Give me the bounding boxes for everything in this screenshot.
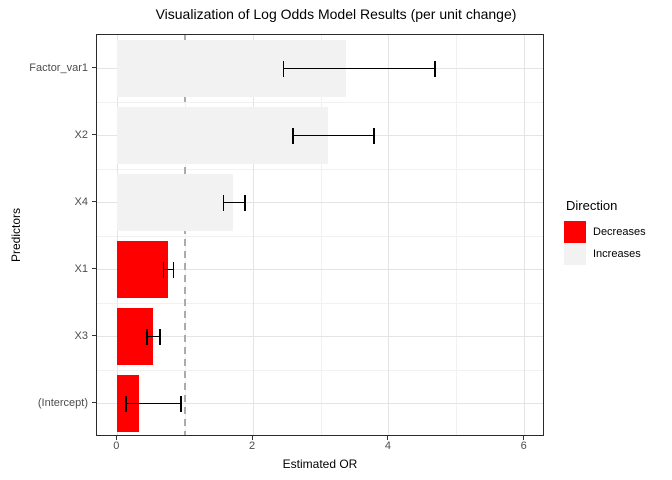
gridline-major-vertical: [524, 35, 526, 435]
legend-item-increases: Increases: [564, 243, 646, 265]
gridline-minor-vertical: [320, 35, 322, 435]
x-tick-mark: [115, 436, 117, 440]
errorbar-cap-left: [125, 395, 127, 412]
legend-key-swatch: [564, 221, 586, 243]
y-tick-mark: [92, 335, 96, 336]
y-tick-label-x2: X2: [74, 128, 88, 141]
y-tick-mark: [92, 402, 96, 403]
y-tick-mark: [92, 268, 96, 269]
errorbar-line: [126, 402, 182, 405]
errorbar-cap-right: [180, 395, 182, 412]
x-tick-mark: [251, 436, 253, 440]
x-axis-title: Estimated OR: [282, 457, 358, 471]
plot-panel: [96, 34, 544, 436]
gridline-major-horizontal: [97, 336, 543, 337]
errorbar-cap-left: [146, 328, 148, 345]
y-tick-label-x1: X1: [74, 262, 88, 275]
y-tick-label-x3: X3: [74, 329, 88, 342]
errorbar-line: [223, 201, 245, 204]
errorbar-cap-right: [434, 60, 436, 77]
errorbar-cap-right: [244, 194, 246, 211]
errorbar-line: [293, 134, 374, 137]
gridline-minor-horizontal: [97, 369, 543, 371]
errorbar-cap-left: [282, 60, 285, 77]
gridline-major-horizontal: [97, 403, 543, 404]
errorbar-cap-right: [373, 127, 375, 144]
errorbar-cap-left: [222, 194, 224, 211]
bar-x1: [117, 241, 168, 298]
legend: Direction Decreases Increases: [564, 198, 646, 265]
errorbar-cap-left: [162, 261, 165, 278]
legend-item-label: Decreases: [593, 226, 646, 238]
legend-items: Decreases Increases: [564, 221, 646, 265]
errorbar-line: [283, 67, 436, 70]
gridline-major-vertical: [116, 35, 118, 435]
gridline-major-vertical: [252, 35, 254, 435]
legend-item-decreases: Decreases: [564, 221, 646, 243]
gridline-major-horizontal: [97, 269, 543, 270]
y-axis-title: Predictors: [9, 207, 23, 263]
gridline-minor-horizontal: [97, 101, 543, 103]
reference-line-or-1: [183, 35, 187, 435]
x-tick-label: 2: [249, 440, 256, 452]
gridline-minor-vertical: [456, 35, 458, 435]
errorbar-line: [147, 335, 161, 338]
x-tick-label: 6: [520, 440, 527, 452]
errorbar-cap-right: [159, 328, 161, 345]
y-tick-label-x4: X4: [74, 195, 88, 208]
gridline-minor-horizontal: [97, 168, 543, 170]
y-tick-mark: [92, 134, 96, 135]
gridline-major-vertical: [388, 35, 390, 435]
chart-title: Visualization of Log Odds Model Results …: [155, 6, 517, 22]
gridline-minor-horizontal: [97, 235, 543, 237]
errorbar-cap-left: [292, 127, 294, 144]
legend-key-swatch: [564, 243, 586, 265]
errorbar-line: [163, 268, 174, 271]
legend-title: Direction: [566, 198, 618, 213]
bar-x4: [117, 174, 233, 231]
legend-item-label: Increases: [593, 248, 641, 260]
y-tick-mark: [92, 201, 96, 202]
x-tick-label: 4: [384, 440, 391, 452]
x-tick-label: 0: [113, 440, 120, 452]
y-tick-label-intercept: (Intercept): [37, 396, 88, 409]
errorbar-cap-right: [172, 261, 175, 278]
x-tick-mark: [387, 436, 389, 440]
y-tick-label-factorvar1: Factor_var1: [29, 61, 88, 74]
x-tick-mark: [523, 436, 525, 440]
y-tick-mark: [92, 67, 96, 68]
gridline-major-horizontal: [97, 202, 543, 203]
gridline-minor-horizontal: [97, 302, 543, 304]
